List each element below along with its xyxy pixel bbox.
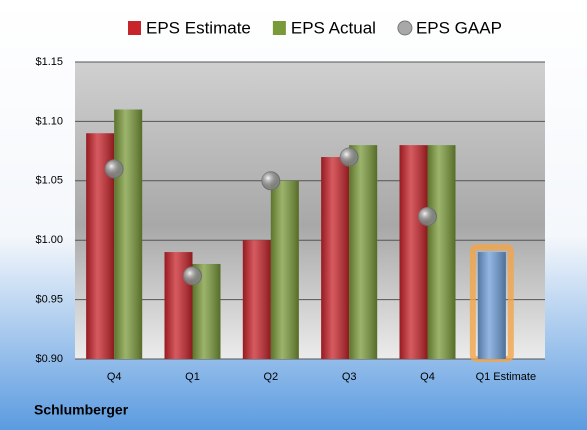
legend-label: EPS GAAP	[416, 18, 502, 37]
gaap-shine	[340, 148, 359, 167]
legend-label: EPS Actual	[291, 18, 376, 37]
x-tick-label: Q1	[185, 371, 200, 383]
y-tick-label: $1.05	[35, 175, 63, 187]
bar-shine	[427, 145, 456, 359]
x-tick-label: Q2	[263, 371, 278, 383]
gaap-shine	[183, 266, 202, 285]
x-tick-label: Q1 Estimate	[476, 371, 537, 383]
legend-marker	[397, 20, 413, 36]
y-tick-label: $1.15	[35, 56, 63, 68]
bar-shine	[321, 157, 350, 359]
plot-area	[75, 62, 545, 359]
x-tick-label: Q4	[107, 371, 122, 383]
gaap-shine	[261, 171, 280, 190]
company-label: Schlumberger	[34, 402, 129, 418]
y-tick-label: $1.00	[35, 234, 63, 246]
y-tick-label: $0.95	[35, 294, 63, 306]
bar-shine	[270, 180, 299, 359]
bar-shine	[399, 145, 428, 359]
bar-shine	[477, 252, 506, 359]
y-tick-label: $1.10	[35, 115, 63, 127]
legend-marker	[272, 21, 286, 35]
x-tick-label: Q4	[420, 371, 435, 383]
bar-shine	[114, 109, 143, 360]
y-tick-label: $0.90	[35, 353, 63, 365]
gaap-shine	[418, 207, 437, 226]
bar-shine	[349, 145, 378, 359]
legend-marker	[128, 21, 141, 35]
x-tick-label: Q3	[342, 371, 357, 383]
gaap-shine	[105, 159, 124, 178]
legend-label: EPS Estimate	[146, 18, 251, 37]
bar-shine	[242, 240, 271, 359]
